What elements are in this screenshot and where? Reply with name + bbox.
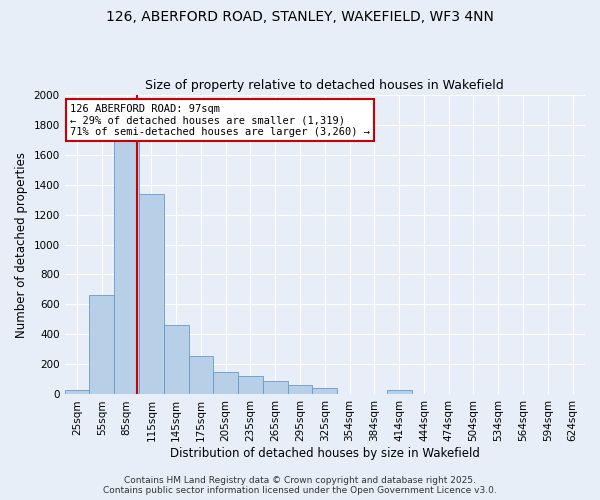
Bar	[263, 381, 287, 394]
Bar	[65, 390, 89, 394]
Title: Size of property relative to detached houses in Wakefield: Size of property relative to detached ho…	[145, 79, 504, 92]
Bar	[164, 324, 188, 394]
Bar	[313, 388, 337, 394]
Bar	[287, 384, 313, 394]
Bar	[114, 136, 139, 394]
Bar	[89, 296, 114, 394]
Bar	[214, 372, 238, 394]
Bar	[238, 376, 263, 394]
Y-axis label: Number of detached properties: Number of detached properties	[15, 152, 28, 338]
Text: 126, ABERFORD ROAD, STANLEY, WAKEFIELD, WF3 4NN: 126, ABERFORD ROAD, STANLEY, WAKEFIELD, …	[106, 10, 494, 24]
Text: Contains HM Land Registry data © Crown copyright and database right 2025.
Contai: Contains HM Land Registry data © Crown c…	[103, 476, 497, 495]
Bar	[188, 356, 214, 395]
Bar	[139, 194, 164, 394]
Text: 126 ABERFORD ROAD: 97sqm
← 29% of detached houses are smaller (1,319)
71% of sem: 126 ABERFORD ROAD: 97sqm ← 29% of detach…	[70, 104, 370, 137]
X-axis label: Distribution of detached houses by size in Wakefield: Distribution of detached houses by size …	[170, 447, 480, 460]
Bar	[387, 390, 412, 394]
